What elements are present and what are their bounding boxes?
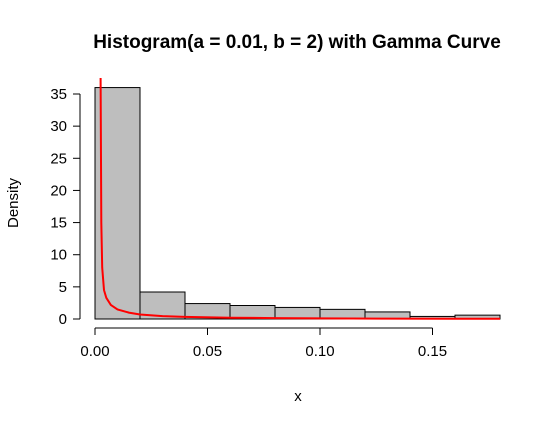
y-tick-label: 0 [59, 311, 67, 328]
y-tick-label: 35 [50, 86, 67, 103]
y-tick-label: 5 [59, 279, 67, 296]
x-tick-label: 0.05 [193, 343, 222, 360]
histogram-bars [94, 87, 501, 320]
y-tick-label: 30 [50, 118, 67, 135]
x-axis: 0.00 0.05 0.10 0.15 [80, 327, 447, 360]
gamma-density-curve [99, 77, 500, 320]
x-axis-label: x [294, 388, 302, 405]
y-tick-label: 25 [50, 150, 67, 167]
y-tick-label: 20 [50, 182, 67, 199]
x-tick-label: 0.10 [305, 343, 334, 360]
y-axis-label: Density [5, 177, 22, 228]
x-tick-label: 0.00 [80, 343, 109, 360]
y-axis: 0 5 10 15 20 25 30 35 [50, 86, 81, 328]
gamma-curve-layer [99, 77, 500, 320]
x-tick-label: 0.15 [418, 343, 447, 360]
chart-title: Histogram(a = 0.01, b = 2) with Gamma Cu… [93, 32, 501, 53]
y-tick-label: 15 [50, 215, 67, 232]
y-tick-label: 10 [50, 247, 67, 264]
